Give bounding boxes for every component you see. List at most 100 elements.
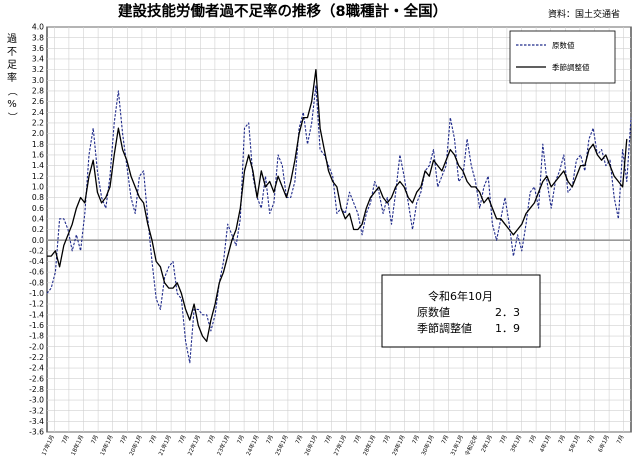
x-tick-label: 7月 xyxy=(323,434,333,445)
y-tick-label: -1.4 xyxy=(29,310,44,319)
x-tick-label: 7月 xyxy=(60,434,70,445)
y-label-char: % xyxy=(7,99,17,110)
y-axis-label: 過不足率 （% ） xyxy=(6,33,18,122)
x-tick-label: 23年1月 xyxy=(215,433,231,456)
y-tick-label: -3.0 xyxy=(29,396,44,405)
y-axis-ticks: 4.03.8 3.6 3.43.2 3.0 2.82.6 2.4 2.22.0 1.81.6 1… xyxy=(29,23,44,437)
info-period: 令和6年10月 xyxy=(428,289,493,303)
x-tick-label: 6年1月 xyxy=(596,433,611,453)
x-tick-label: 17年1月 xyxy=(40,433,56,456)
y-label-char: 不 xyxy=(7,47,17,58)
y-tick-label: -2.4 xyxy=(29,364,44,373)
y-tick-label: -2.2 xyxy=(29,353,44,362)
series-raw-line xyxy=(46,85,632,364)
x-tick-label: 7月 xyxy=(382,434,392,445)
y-tick-label: 3.0 xyxy=(32,76,44,85)
x-tick-label: 20年1月 xyxy=(127,433,143,456)
y-tick-label: -3.4 xyxy=(29,417,44,426)
y-label-char: 率 xyxy=(7,71,17,84)
x-axis-ticks: 17年1月 7月 18年1月 7月 19年1月 7月 20年1月 7月 21年1月 7月 22年1月… xyxy=(40,433,626,457)
y-tick-label: 1.8 xyxy=(32,140,44,149)
y-tick-label: 2.0 xyxy=(32,129,44,138)
x-tick-label: 24年1月 xyxy=(244,433,260,456)
x-tick-label: 令和元年 xyxy=(463,433,480,457)
y-tick-label: -3.2 xyxy=(29,406,44,415)
info-raw-value: 2．3 xyxy=(495,306,520,319)
series-seasonal-line xyxy=(47,68,628,343)
y-tick-label: -1.8 xyxy=(29,332,44,341)
x-tick-label: 7月 xyxy=(119,434,129,445)
x-tick-label: 31年1月 xyxy=(448,433,464,456)
y-tick-label: 4.0 xyxy=(32,23,44,32)
x-tick-label: 7月 xyxy=(498,434,508,445)
y-tick-label: -0.4 xyxy=(29,257,44,266)
x-tick-label: 7月 xyxy=(557,434,567,445)
y-tick-label: 2.6 xyxy=(32,97,44,106)
x-tick-label: 7月 xyxy=(90,434,100,445)
y-tick-label: -2.6 xyxy=(29,374,44,383)
y-tick-label: 1.6 xyxy=(32,150,44,159)
x-tick-label: 5年1月 xyxy=(567,433,582,453)
x-tick-label: 18年1月 xyxy=(69,433,85,456)
legend-box xyxy=(509,30,616,84)
x-tick-label: 7月 xyxy=(206,434,216,445)
series-layer xyxy=(46,68,632,364)
y-tick-label: 3.4 xyxy=(32,55,44,64)
x-tick-label: 28年1月 xyxy=(361,433,377,456)
x-tick-label: 7月 xyxy=(586,434,596,445)
x-tick-label: 21年1月 xyxy=(156,433,172,456)
chart-title: 建設技能労働者過不足率の推移（8職種計・全国） xyxy=(118,2,447,20)
y-tick-label: -0.2 xyxy=(29,246,44,255)
y-tick-label: 3.8 xyxy=(32,33,44,42)
y-label-char: （ xyxy=(6,86,18,96)
y-tick-label: -0.6 xyxy=(29,268,44,277)
x-tick-label: 7月 xyxy=(236,434,246,445)
y-label-char: 足 xyxy=(7,59,17,71)
y-tick-label: 2.4 xyxy=(32,108,44,117)
info-seasonal-value: 1．9 xyxy=(495,322,520,335)
y-tick-label: 3.6 xyxy=(32,44,44,53)
y-tick-label: 0.8 xyxy=(32,193,44,202)
x-tick-label: 19年1月 xyxy=(98,433,114,456)
y-tick-label: -3.6 xyxy=(29,428,44,437)
y-tick-label: 1.2 xyxy=(32,172,44,181)
x-tick-label: 7月 xyxy=(294,434,304,445)
legend-label-raw: 原数値 xyxy=(552,40,575,50)
source-note: 資料：国土交通省 xyxy=(548,8,620,20)
y-tick-label: 1.4 xyxy=(32,161,44,170)
x-tick-label: 30年1月 xyxy=(419,433,435,456)
y-tick-label: 2.2 xyxy=(32,119,44,128)
y-tick-label: -1.0 xyxy=(29,289,44,298)
legend: 原数値 季節調整値 xyxy=(509,30,616,84)
x-tick-label: 7月 xyxy=(352,434,362,445)
x-tick-label: 7月 xyxy=(615,434,625,445)
y-tick-label: 2.8 xyxy=(32,87,44,96)
x-tick-label: 26年1月 xyxy=(302,433,318,456)
y-label-char: ） xyxy=(6,112,18,122)
y-tick-label: 0.6 xyxy=(32,204,44,213)
x-tick-label: 7月 xyxy=(411,434,421,445)
x-tick-label: 7月 xyxy=(148,434,158,445)
y-tick-label: 0.2 xyxy=(32,225,44,234)
x-tick-label: 22年1月 xyxy=(186,433,202,456)
y-tick-label: -1.6 xyxy=(29,321,44,330)
y-label-char: 過 xyxy=(7,33,17,45)
y-tick-label: -2.8 xyxy=(29,385,44,394)
y-tick-label: 0.4 xyxy=(32,214,44,223)
x-tick-label: 7月 xyxy=(440,434,450,445)
x-tick-label: 25年1月 xyxy=(273,433,289,456)
x-tick-label: 7月 xyxy=(528,434,538,445)
x-tick-label: 3年1月 xyxy=(508,433,523,453)
grid-lines xyxy=(47,26,631,433)
info-box-frame xyxy=(381,274,541,348)
y-tick-label: -0.8 xyxy=(29,278,44,287)
latest-value-box: 令和6年10月 原数値 2．3 季節調整値 1．9 xyxy=(381,274,541,348)
y-tick-label: 1.0 xyxy=(32,182,44,191)
info-seasonal-label: 季節調整値 xyxy=(417,321,472,335)
x-tick-label: 7月 xyxy=(265,434,275,445)
y-tick-label: 0.0 xyxy=(32,236,44,245)
y-tick-label: -2.0 xyxy=(29,342,44,351)
x-tick-label: 29年1月 xyxy=(390,433,406,456)
x-tick-label: 4年1月 xyxy=(538,433,553,453)
